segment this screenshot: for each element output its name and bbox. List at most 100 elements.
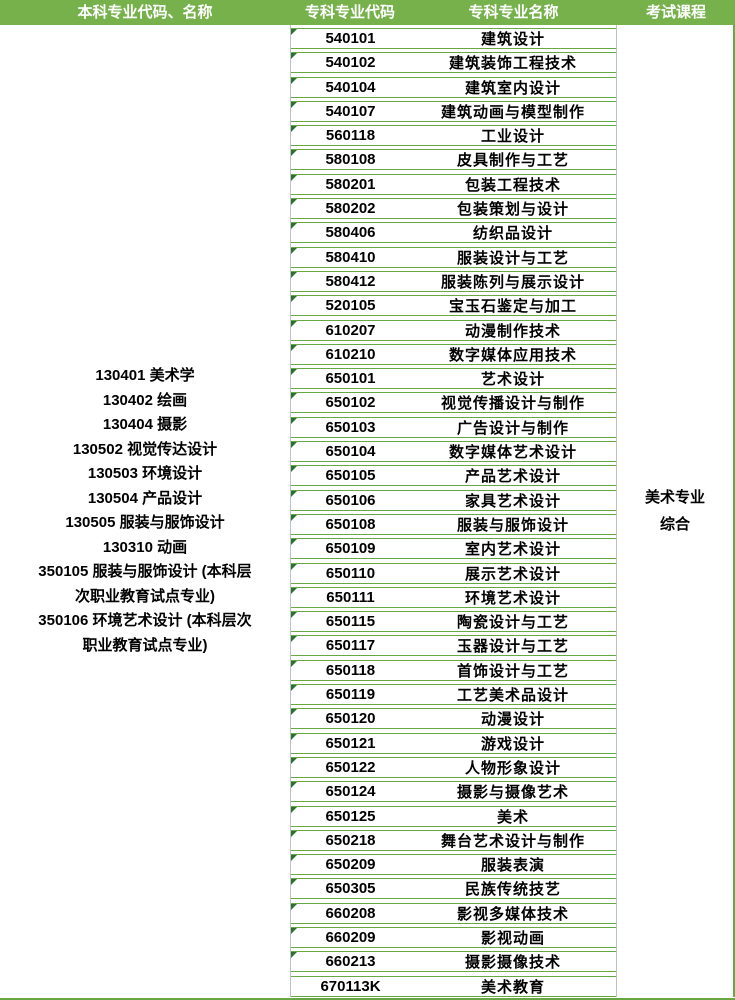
specialty-code-cell[interactable]: 580201 [325, 175, 376, 193]
specialty-name-cell[interactable]: 动漫设计 [480, 711, 545, 729]
text-number-indicator-icon [291, 393, 297, 400]
specialty-name-cell[interactable]: 家具艺术设计 [464, 492, 561, 510]
specialty-code-cell[interactable]: 650108 [325, 515, 376, 533]
specialty-code-cell[interactable]: 610210 [325, 345, 376, 363]
table-row: 650108 服装与服饰设计 [291, 513, 616, 535]
specialty-name-cell[interactable]: 建筑动画与模型制作 [440, 103, 585, 121]
specialty-name-cell[interactable]: 美术教育 [480, 978, 545, 996]
specialty-code-cell[interactable]: 650117 [325, 637, 376, 655]
specialty-code-cell[interactable]: 580108 [325, 151, 376, 169]
specialty-name-cell[interactable]: 视觉传播设计与制作 [440, 395, 585, 413]
specialty-name-cell[interactable]: 产品艺术设计 [464, 468, 561, 486]
header-specialty-code[interactable]: 专科专业代码 [304, 4, 395, 21]
specialty-code-cell[interactable]: 580202 [325, 200, 376, 218]
specialty-name-cell[interactable]: 纺织品设计 [472, 225, 553, 243]
specialty-name-cell[interactable]: 美术 [496, 808, 529, 826]
specialty-code-cell[interactable]: 650209 [325, 856, 376, 874]
specialty-code-cell[interactable]: 650124 [325, 783, 376, 801]
undergrad-major-line: 350105 服装与服饰设计 (本科层 [38, 563, 252, 580]
specialty-name-cell[interactable]: 广告设计与制作 [456, 419, 569, 437]
specialty-name-cell[interactable]: 陶瓷设计与工艺 [456, 614, 569, 632]
table-row: 650125 美术 [291, 805, 616, 827]
table-row: 650209 服装表演 [291, 854, 616, 876]
specialty-name-cell[interactable]: 服装与服饰设计 [456, 516, 569, 534]
specialty-name-cell[interactable]: 动漫制作技术 [464, 322, 561, 340]
specialty-name-cell[interactable]: 建筑装饰工程技术 [448, 55, 577, 73]
specialty-name-cell[interactable]: 舞台艺术设计与制作 [440, 832, 585, 850]
specialty-name-cell[interactable]: 数字媒体应用技术 [448, 346, 577, 364]
specialty-name-cell[interactable]: 包装策划与设计 [456, 201, 569, 219]
specialty-name-cell[interactable]: 玉器设计与工艺 [456, 638, 569, 656]
specialty-name-cell[interactable]: 包装工程技术 [464, 176, 561, 194]
specialty-code-cell[interactable]: 540101 [325, 30, 376, 47]
specialty-code-cell[interactable]: 650106 [325, 491, 376, 509]
specialty-code-cell[interactable]: 650120 [325, 710, 376, 728]
specialty-code-cell[interactable]: 650305 [325, 880, 376, 898]
specialty-name-cell[interactable]: 人物形象设计 [464, 759, 561, 777]
specialty-name-cell[interactable]: 民族传统技艺 [464, 881, 561, 899]
specialty-code-cell[interactable]: 650109 [325, 540, 376, 558]
specialty-name-cell[interactable]: 室内艺术设计 [464, 541, 561, 559]
specialty-name-cell[interactable]: 宝玉石鉴定与加工 [448, 298, 577, 316]
specialty-name-cell[interactable]: 皮具制作与工艺 [456, 152, 569, 170]
specialty-code-cell[interactable]: 650104 [325, 443, 376, 461]
specialty-code-cell[interactable]: 650125 [325, 807, 376, 825]
specialty-name-cell[interactable]: 服装陈列与展示设计 [440, 273, 585, 291]
specialty-name-cell[interactable]: 游戏设计 [480, 735, 545, 753]
specialty-name-cell[interactable]: 数字媒体艺术设计 [448, 444, 577, 462]
table-row: 650124 摄影与摄像艺术 [291, 781, 616, 803]
specialty-code-cell[interactable]: 540107 [325, 102, 376, 120]
exam-course-cell[interactable]: 美术专业 综合 [617, 25, 735, 997]
undergrad-major-line: 130404 摄影 [102, 416, 188, 433]
specialty-code-cell[interactable]: 650118 [325, 661, 376, 679]
specialty-code-cell[interactable]: 650110 [325, 564, 376, 582]
specialty-code-cell[interactable]: 650103 [325, 418, 376, 436]
specialty-code-cell[interactable]: 650115 [325, 613, 376, 631]
specialty-code-cell[interactable]: 540102 [325, 54, 376, 72]
header-specialty-name[interactable]: 专科专业名称 [468, 4, 559, 21]
specialty-code-cell[interactable]: 580406 [325, 224, 376, 242]
specialty-name-cell[interactable]: 环境艺术设计 [464, 589, 561, 607]
specialty-name-cell[interactable]: 摄影与摄像艺术 [456, 784, 569, 802]
specialty-code-cell[interactable]: 660213 [325, 953, 376, 971]
specialty-name-cell[interactable]: 服装设计与工艺 [456, 249, 569, 267]
specialty-name-cell[interactable]: 影视动画 [480, 929, 545, 947]
specialty-name-cell[interactable]: 艺术设计 [480, 371, 545, 389]
undergrad-majors-cell[interactable]: 130401 美术学 130402 绘画 130404 摄影 130502 视觉传达设… [0, 25, 290, 997]
header-undergrad-majors[interactable]: 本科专业代码、名称 [77, 4, 213, 21]
specialty-name-cell[interactable]: 首饰设计与工艺 [456, 662, 569, 680]
header-exam-course[interactable]: 考试课程 [645, 4, 706, 21]
specialty-code-cell[interactable]: 650111 [326, 588, 375, 606]
specialty-code-cell[interactable]: 580412 [325, 272, 376, 290]
specialty-code-cell[interactable]: 650122 [325, 758, 376, 776]
specialty-name-cell[interactable]: 建筑室内设计 [464, 79, 561, 97]
specialty-name-cell[interactable]: 服装表演 [480, 857, 545, 875]
specialty-code-cell[interactable]: 580410 [325, 248, 376, 266]
specialty-name-cell[interactable]: 摄影摄像技术 [464, 954, 561, 972]
specialty-code-cell[interactable]: 650119 [325, 686, 376, 704]
specialty-code-cell[interactable]: 560118 [325, 127, 376, 145]
table-row: 610210 数字媒体应用技术 [291, 343, 616, 365]
specialty-name-cell[interactable]: 工业设计 [480, 128, 545, 146]
specialty-code-cell[interactable]: 660208 [325, 904, 376, 922]
specialty-code-cell[interactable]: 540104 [325, 78, 376, 96]
text-number-indicator-icon [291, 223, 297, 230]
specialty-code-cell[interactable]: 650102 [325, 394, 376, 412]
text-number-indicator-icon [291, 879, 297, 886]
specialty-code-cell[interactable]: 650218 [325, 831, 376, 849]
table-row: 660209 影视动画 [291, 926, 616, 948]
text-number-indicator-icon [291, 806, 297, 813]
specialty-name-cell[interactable]: 工艺美术品设计 [456, 687, 569, 705]
text-number-indicator-icon [291, 636, 297, 643]
specialty-code-cell[interactable]: 650101 [325, 370, 376, 388]
specialty-code-cell[interactable]: 670113K [320, 977, 381, 995]
specialty-code-cell[interactable]: 650105 [325, 467, 376, 485]
specialty-code-cell[interactable]: 610207 [325, 321, 376, 339]
specialty-code-cell[interactable]: 660209 [325, 928, 376, 946]
specialty-code-cell[interactable]: 520105 [325, 297, 376, 315]
text-number-indicator-icon [291, 587, 297, 594]
specialty-name-cell[interactable]: 建筑设计 [480, 31, 545, 48]
specialty-name-cell[interactable]: 影视多媒体技术 [456, 905, 569, 923]
specialty-name-cell[interactable]: 展示艺术设计 [464, 565, 561, 583]
specialty-code-cell[interactable]: 650121 [325, 734, 376, 752]
